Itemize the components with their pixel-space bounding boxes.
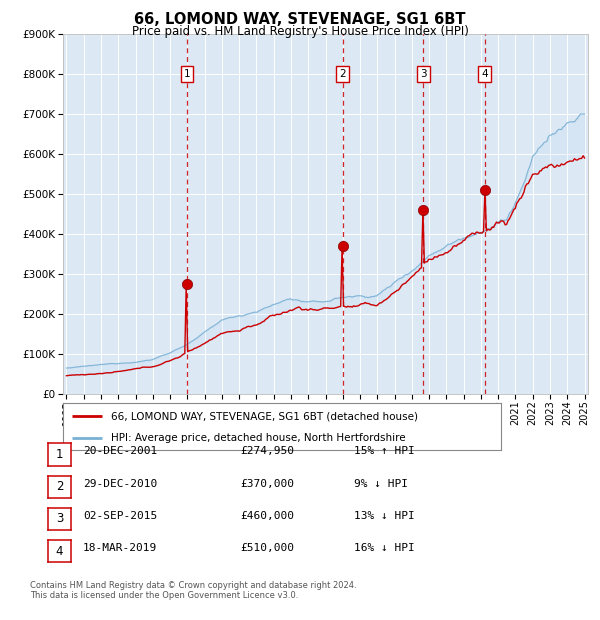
Text: 1: 1 [184,69,190,79]
Text: 29-DEC-2010: 29-DEC-2010 [83,479,157,489]
Text: £460,000: £460,000 [240,511,294,521]
Point [338,241,347,251]
Text: 66, LOMOND WAY, STEVENAGE, SG1 6BT: 66, LOMOND WAY, STEVENAGE, SG1 6BT [134,12,466,27]
Text: 3: 3 [420,69,427,79]
Text: 20-DEC-2001: 20-DEC-2001 [83,446,157,456]
Text: 2: 2 [56,480,63,493]
Text: 4: 4 [56,545,63,557]
Text: Contains HM Land Registry data © Crown copyright and database right 2024.: Contains HM Land Registry data © Crown c… [30,581,356,590]
Text: This data is licensed under the Open Government Licence v3.0.: This data is licensed under the Open Gov… [30,591,298,600]
Text: 66, LOMOND WAY, STEVENAGE, SG1 6BT (detached house): 66, LOMOND WAY, STEVENAGE, SG1 6BT (deta… [111,411,418,421]
Text: 3: 3 [56,513,63,525]
Text: 9% ↓ HPI: 9% ↓ HPI [354,479,408,489]
Point [182,279,191,289]
Text: £274,950: £274,950 [240,446,294,456]
Text: 4: 4 [481,69,488,79]
Point [419,205,428,215]
Text: 1: 1 [56,448,63,461]
Point [480,185,490,195]
Text: £370,000: £370,000 [240,479,294,489]
Text: Price paid vs. HM Land Registry's House Price Index (HPI): Price paid vs. HM Land Registry's House … [131,25,469,38]
Text: £510,000: £510,000 [240,543,294,553]
Text: HPI: Average price, detached house, North Hertfordshire: HPI: Average price, detached house, Nort… [111,433,406,443]
Text: 16% ↓ HPI: 16% ↓ HPI [354,543,415,553]
Text: 02-SEP-2015: 02-SEP-2015 [83,511,157,521]
Text: 15% ↑ HPI: 15% ↑ HPI [354,446,415,456]
Text: 13% ↓ HPI: 13% ↓ HPI [354,511,415,521]
Text: 2: 2 [339,69,346,79]
Text: 18-MAR-2019: 18-MAR-2019 [83,543,157,553]
